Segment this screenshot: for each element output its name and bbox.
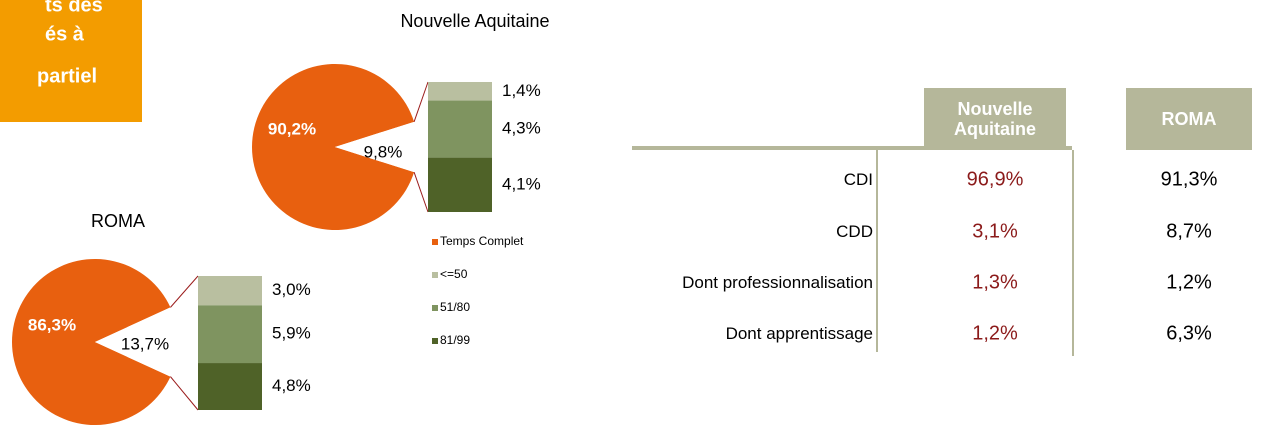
pie-label: 86,3% <box>28 315 76 334</box>
table-cell: 6,3% <box>1166 322 1212 345</box>
pie-label: 90,2% <box>268 119 316 138</box>
legend-label: <=50 <box>440 267 468 281</box>
bar-label: 4,3% <box>502 119 541 138</box>
bar-label: 3,0% <box>272 280 311 299</box>
pie-slice <box>251 63 415 230</box>
pie-slice-exploded <box>95 307 179 377</box>
chart-title: ROMA <box>91 211 145 231</box>
bar-segment <box>428 157 492 212</box>
banner <box>0 0 142 122</box>
row-label: Dont professionnalisation <box>682 273 873 292</box>
bar-segment <box>198 363 262 410</box>
legend-swatch <box>432 338 438 344</box>
row-label: CDD <box>836 222 873 241</box>
bar-label: 1,4% <box>502 81 541 100</box>
banner-line: partiel <box>37 65 97 87</box>
banner-line: ts des <box>45 0 103 16</box>
legend-swatch <box>432 272 438 278</box>
connector <box>170 376 199 411</box>
connector <box>413 81 429 123</box>
pie-slice <box>11 259 171 425</box>
table-cell: 91,3% <box>1160 168 1218 191</box>
bar-segment <box>198 276 262 306</box>
bar-segment <box>428 82 492 101</box>
table-cell: 8,7% <box>1166 220 1212 243</box>
row-label: Dont apprentissage <box>725 324 873 343</box>
column-header: Nouvelle Aquitaine <box>924 88 1066 150</box>
column-header: ROMA <box>1126 88 1252 150</box>
banner-line: és à <box>45 23 85 45</box>
pie-slice-exploded <box>335 121 418 173</box>
table-cell: 3,1% <box>972 220 1018 243</box>
pie-label: 9,8% <box>364 142 403 161</box>
chart-title: Nouvelle Aquitaine <box>400 11 549 31</box>
pie-label: 13,7% <box>121 334 169 353</box>
table-cell: 1,3% <box>972 271 1018 294</box>
row-label: CDI <box>843 170 873 189</box>
legend-label: Temps Complet <box>440 234 524 248</box>
connector <box>413 171 429 213</box>
legend-swatch <box>432 239 438 245</box>
table-cell: 1,2% <box>972 322 1018 345</box>
legend-label: 51/80 <box>440 300 470 314</box>
bar-label: 4,8% <box>272 376 311 395</box>
legend-label: 81/99 <box>440 333 470 347</box>
table-cell: 1,2% <box>1166 271 1212 294</box>
bar-label: 5,9% <box>272 324 311 343</box>
legend-swatch <box>432 305 438 311</box>
bar-segment <box>198 305 262 364</box>
connector <box>170 275 199 308</box>
bar-label: 4,1% <box>502 174 541 193</box>
bar-segment <box>428 100 492 158</box>
table-cell: 96,9% <box>966 168 1024 191</box>
